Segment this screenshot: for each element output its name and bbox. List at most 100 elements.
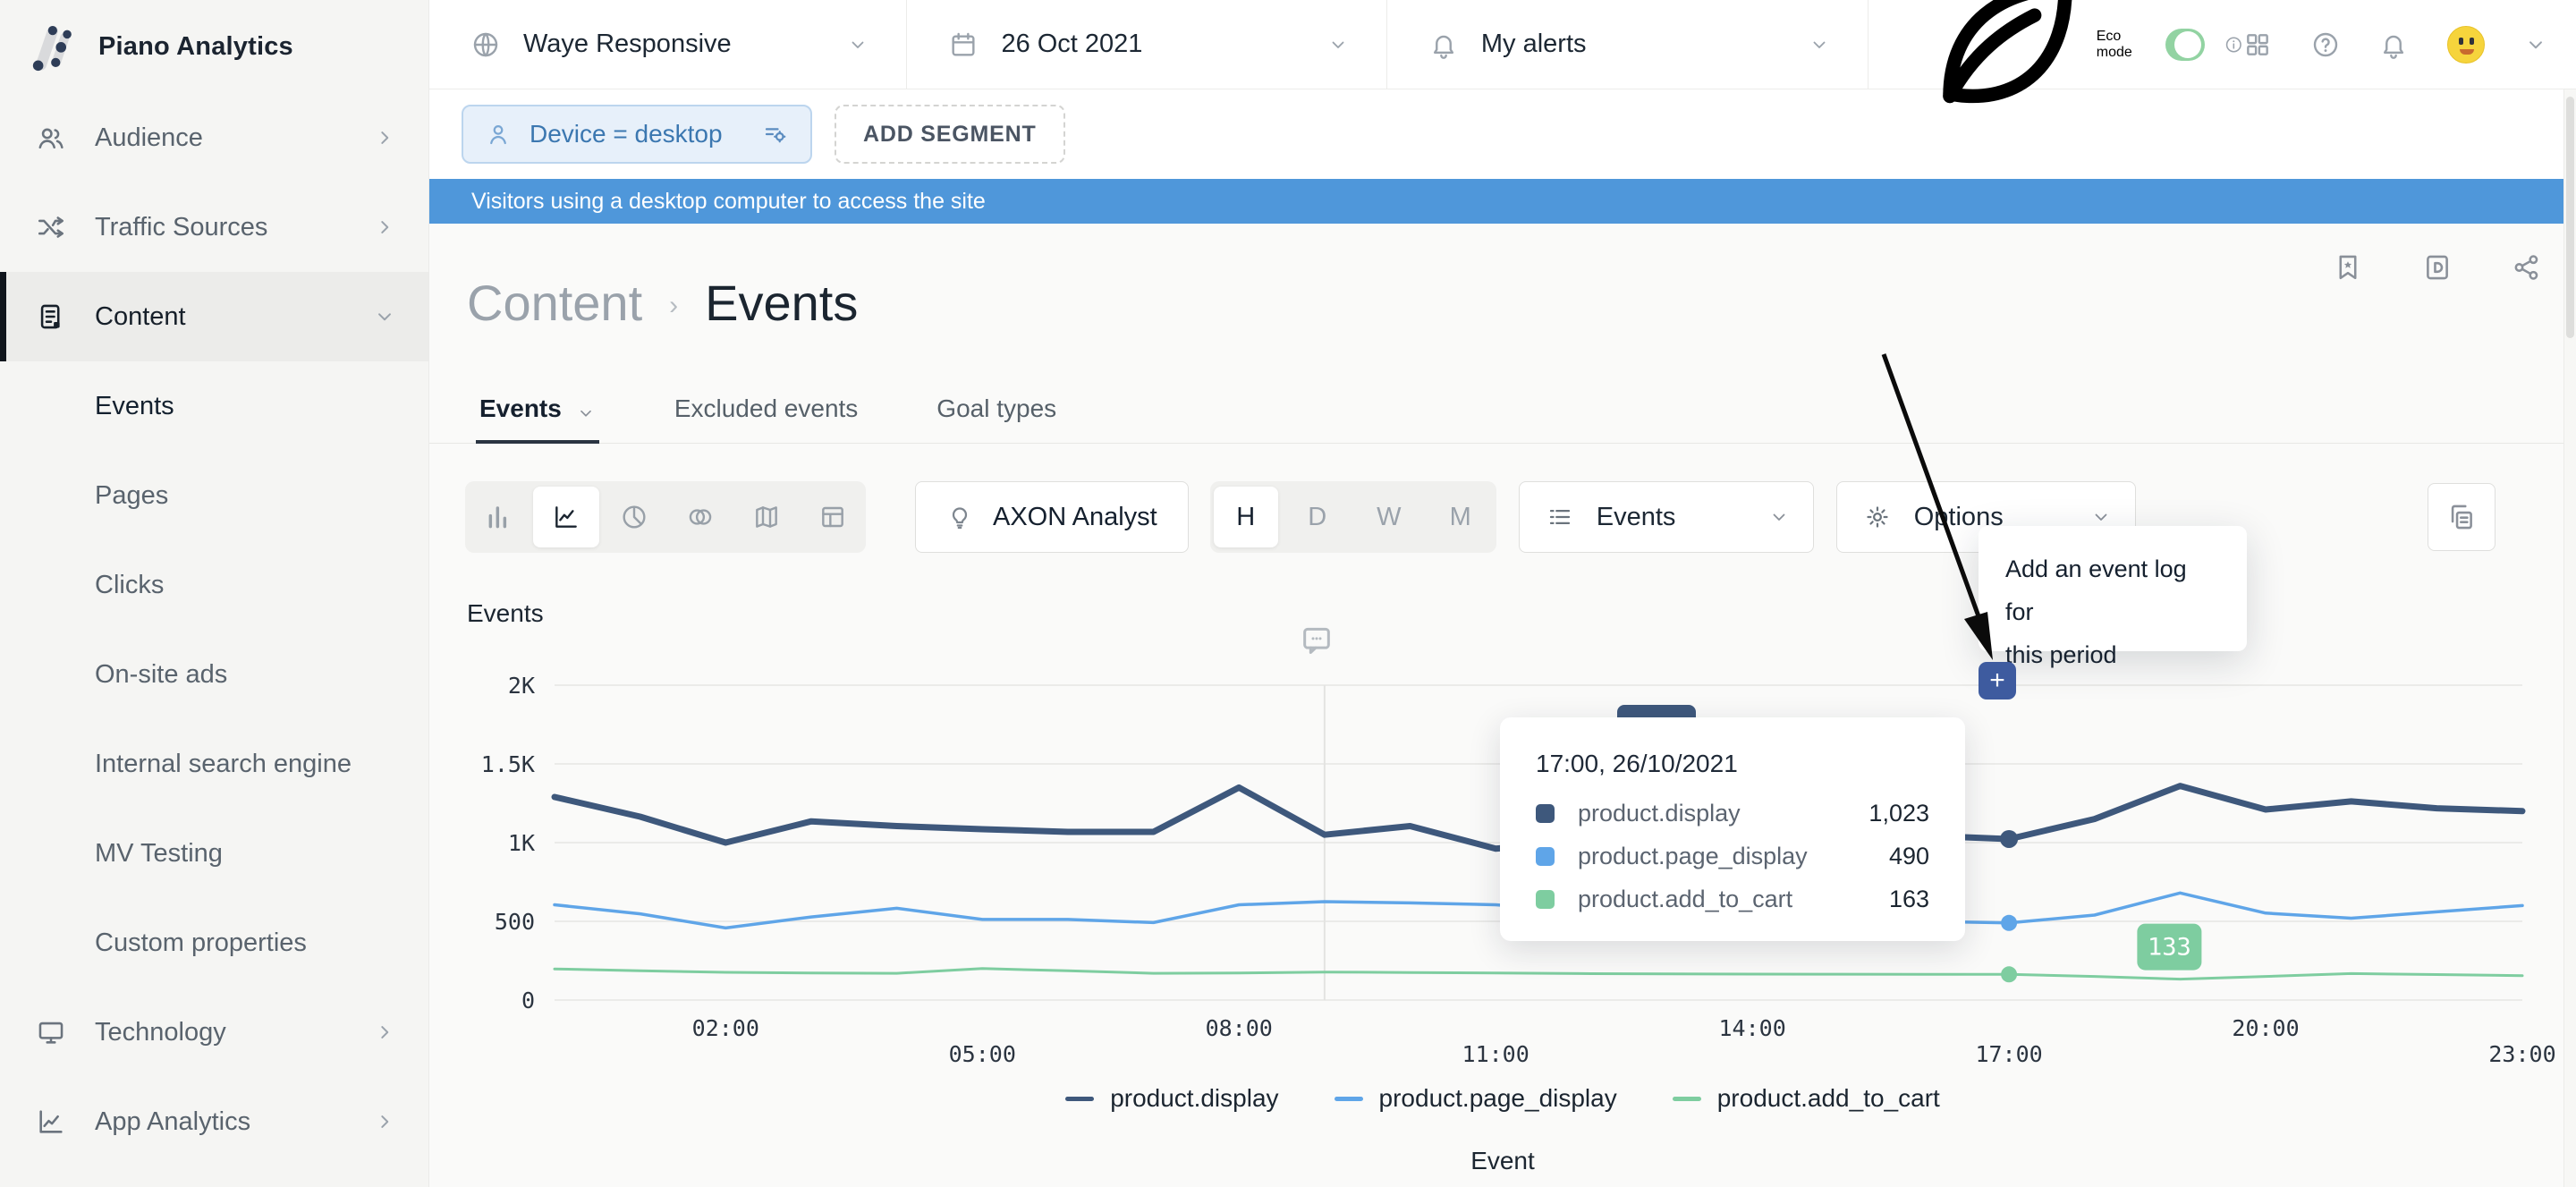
sidebar-item-on-site-ads[interactable]: On-site ads [0, 630, 428, 719]
page-scrollbar [2563, 89, 2576, 1187]
svg-text:05:00: 05:00 [949, 1041, 1016, 1067]
chevron-down-icon [1327, 34, 1349, 55]
granularity-m[interactable]: M [1425, 481, 1496, 553]
scrollbar-thumb[interactable] [2566, 97, 2574, 338]
svg-text:14:00: 14:00 [1718, 1015, 1785, 1041]
line-chart-icon [552, 503, 580, 531]
breadcrumb: Content › Events [467, 274, 858, 332]
sidebar-item-events[interactable]: Events [0, 361, 428, 451]
chart-type-map[interactable] [733, 481, 800, 553]
export-document-icon[interactable] [2422, 252, 2453, 283]
chevron-down-icon [847, 34, 869, 55]
sidebar-item-clicks[interactable]: Clicks [0, 540, 428, 630]
axon-analyst-button[interactable]: AXON Analyst [915, 481, 1189, 553]
legend-dash [1065, 1097, 1094, 1101]
svg-text:23:00: 23:00 [2488, 1041, 2555, 1067]
sidebar-item-label: On-site ads [95, 660, 227, 690]
sidebar-item-label: Custom properties [95, 928, 307, 958]
add-segment-button[interactable]: ADD SEGMENT [835, 105, 1065, 164]
alerts-selector[interactable]: My alerts [1387, 0, 1868, 89]
avatar[interactable] [2447, 26, 2485, 64]
app-title: Piano Analytics [98, 32, 293, 62]
sidebar-item-custom-properties[interactable]: Custom properties [0, 898, 428, 988]
segment-description-banner: Visitors using a desktop computer to acc… [429, 179, 2576, 224]
legend-item-product.page_display[interactable]: product.page_display [1335, 1084, 1617, 1113]
chart-line-icon [36, 1106, 66, 1137]
main-content: Content › Events Events Excluded events Go… [429, 224, 2576, 1187]
tooltip-line-2: this period [2005, 633, 2220, 676]
sidebar-item-traffic-sources[interactable]: Traffic Sources [0, 182, 428, 272]
table-icon [818, 503, 847, 531]
user-menu-chevron-icon[interactable] [2524, 33, 2547, 56]
granularity-h[interactable]: H [1214, 487, 1278, 547]
legend-dash [1335, 1097, 1363, 1101]
granularity-w[interactable]: W [1353, 481, 1425, 553]
site-selector[interactable]: Waye Responsive [429, 0, 907, 89]
topbar: Waye Responsive 26 Oct 2021 My alerts Ec… [429, 0, 2576, 89]
tab-excluded-events[interactable]: Excluded events [674, 374, 858, 443]
sidebar-item-technology[interactable]: Technology [0, 988, 428, 1077]
sidebar-item-label: Events [95, 392, 174, 421]
eco-mode-label: Eco mode [2097, 29, 2141, 61]
copy-icon [2446, 502, 2477, 532]
help-icon[interactable] [2311, 30, 2340, 59]
segment-settings-icon[interactable] [762, 121, 789, 148]
add-event-log-tooltip: Add an event log for this period [1979, 526, 2247, 651]
svg-text:133: 133 [2148, 934, 2191, 962]
document-icon [36, 301, 66, 332]
metric-dropdown[interactable]: Events [1519, 481, 1814, 553]
sidebar-item-label: Content [95, 302, 186, 332]
page-title: Events [705, 274, 858, 332]
chart-type-table[interactable] [800, 481, 866, 553]
lightbulb-icon [946, 504, 973, 530]
sidebar-item-label: Pages [95, 481, 168, 511]
chart-type-bar-chart[interactable] [465, 481, 531, 553]
leaf-icon [1911, 0, 2096, 139]
piano-analytics-logo-icon [27, 21, 77, 72]
chevron-right-icon [373, 1021, 396, 1044]
sidebar-item-label: MV Testing [95, 839, 223, 869]
chevron-down-icon [576, 401, 596, 420]
granularity-switcher: HDWM [1210, 481, 1496, 553]
sidebar-item-app-analytics[interactable]: App Analytics [0, 1077, 428, 1166]
copy-report-button[interactable] [2428, 483, 2496, 551]
eco-mode-toggle[interactable] [2165, 29, 2205, 61]
sidebar-item-label: Clicks [95, 571, 164, 600]
topbar-icons [2243, 0, 2576, 89]
tab-events[interactable]: Events [479, 374, 596, 443]
add-event-log-button[interactable]: + [1979, 662, 2016, 699]
legend-item-product.display[interactable]: product.display [1065, 1084, 1278, 1113]
apps-grid-icon[interactable] [2243, 30, 2272, 59]
info-icon[interactable] [2224, 31, 2243, 58]
chevron-down-icon [373, 305, 396, 328]
map-icon [752, 503, 781, 531]
sidebar-item-pages[interactable]: Pages [0, 451, 428, 540]
comment-annotation-icon[interactable] [1299, 622, 1335, 657]
tab-goal-types[interactable]: Goal types [936, 374, 1056, 443]
sidebar-item-content[interactable]: Content [0, 272, 428, 361]
logo-row[interactable]: Piano Analytics [0, 0, 428, 93]
granularity-d[interactable]: D [1282, 481, 1353, 553]
alerts-label: My alerts [1481, 30, 1587, 59]
date-label: 26 Oct 2021 [1001, 30, 1142, 59]
chart-type-line-chart[interactable] [533, 487, 599, 547]
sidebar-item-audience[interactable]: Audience [0, 93, 428, 182]
legend-item-product.add_to_cart[interactable]: product.add_to_cart [1673, 1084, 1940, 1113]
breadcrumb-parent[interactable]: Content [467, 274, 642, 332]
sidebar-item-internal-search-engine[interactable]: Internal search engine [0, 719, 428, 809]
sidebar-item-mv-testing[interactable]: MV Testing [0, 809, 428, 898]
sidebar: Piano Analytics AudienceTraffic Sources C… [0, 0, 429, 1187]
chevron-down-icon [2090, 506, 2112, 528]
sidebar-item-label: App Analytics [95, 1107, 250, 1137]
notifications-bell-icon[interactable] [2379, 30, 2408, 59]
calendar-icon [949, 30, 978, 59]
venn-icon [686, 503, 715, 531]
segment-chip-device-desktop[interactable]: Device = desktop [462, 105, 812, 164]
chart-type-venn[interactable] [667, 481, 733, 553]
date-selector[interactable]: 26 Oct 2021 [907, 0, 1386, 89]
chart-type-pie-chart[interactable] [601, 481, 667, 553]
bookmark-icon[interactable] [2333, 252, 2363, 283]
share-icon[interactable] [2512, 252, 2542, 283]
person-icon [485, 121, 512, 148]
series-color-swatch [1536, 890, 1555, 909]
